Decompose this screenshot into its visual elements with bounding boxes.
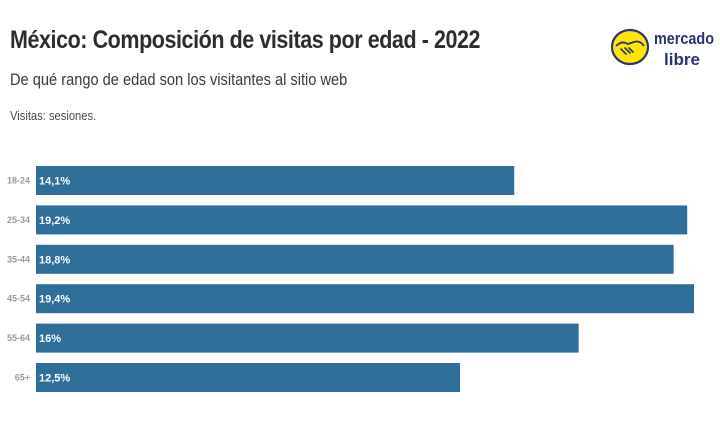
value-label: 19,2% [39, 215, 70, 227]
handshake-icon [610, 28, 650, 66]
category-label: 55-64 [7, 333, 30, 343]
bar-55-64 [36, 323, 579, 353]
mercado-libre-logo: mercado libre [610, 28, 714, 69]
bar-18-24 [36, 166, 515, 195]
bars-layer: 18-24 14,1% 25-34 19,2% 35-44 18,8% 45-54 19,4%… [7, 166, 694, 392]
value-label: 12,5% [39, 373, 70, 385]
bar-35-44 [36, 244, 674, 274]
value-label: 14,1% [39, 176, 70, 188]
value-label: 18,8% [39, 254, 70, 266]
logo-line2: libre [664, 50, 700, 69]
bar-65+ [36, 363, 460, 392]
category-label: 45-54 [7, 294, 30, 304]
category-label: 25-34 [7, 215, 30, 225]
value-label: 16% [39, 333, 61, 345]
chart-note: Visitas: sesiones. [10, 108, 97, 123]
logo-line1: mercado [654, 29, 714, 48]
bar-45-54 [36, 284, 694, 314]
value-label: 19,4% [39, 294, 70, 306]
bar-25-34 [36, 205, 688, 235]
category-label: 18-24 [7, 176, 30, 186]
chart-title: México: Composición de visitas por edad … [10, 26, 481, 54]
chart-subtitle: De qué rango de edad son los visitantes … [10, 70, 348, 89]
bar-chart: 18-24 14,1% 25-34 19,2% 35-44 18,8% 45-54 19,4%… [7, 166, 694, 392]
category-label: 35-44 [7, 254, 30, 264]
category-label: 65+ [15, 373, 30, 383]
